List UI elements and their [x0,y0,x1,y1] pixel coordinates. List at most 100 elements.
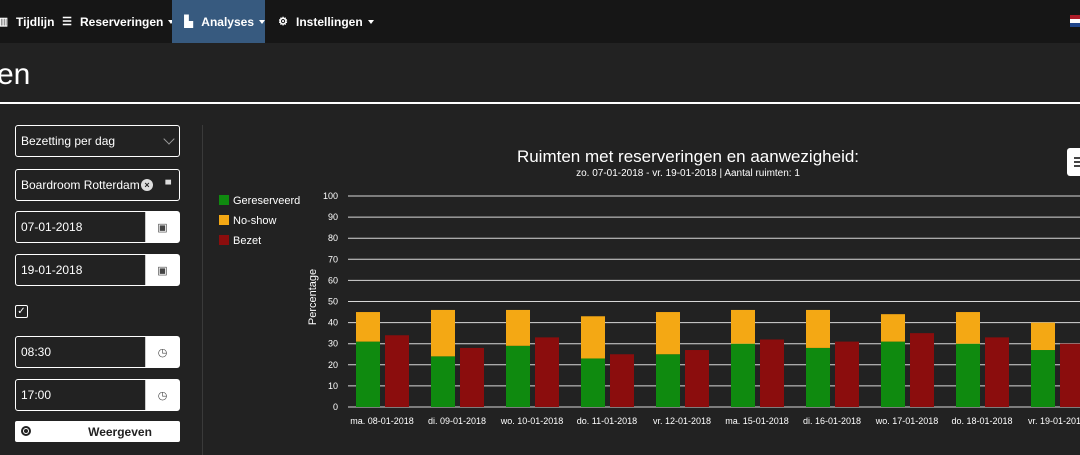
bar-bezet [910,333,934,407]
x-tick-label: vr. 12-01-2018 [653,416,711,426]
chart-subtitle: zo. 07-01-2018 - vr. 19-01-2018 | Aantal… [576,168,800,179]
bar-no-show [956,312,980,344]
y-tick-label: 60 [328,275,338,285]
dutch-flag-icon[interactable] [1070,15,1080,27]
title-divider [0,102,1080,104]
start-date-input[interactable]: 07-01-2018 ▣ [15,211,180,243]
start-date-value: 07-01-2018 [21,220,83,234]
chart-menu-button[interactable] [1067,148,1080,176]
bar-no-show [881,314,905,342]
y-tick-label: 10 [328,381,338,391]
bar-gereserveerd [956,343,980,407]
bar-no-show [656,312,680,355]
end-date-value: 19-01-2018 [21,263,83,277]
bar-gereserveerd [1031,350,1055,407]
legend-label: Bezet [233,235,261,247]
y-axis-label: Percentage [307,269,319,325]
report-type-value: Bezetting per dag [21,134,116,148]
bar-gereserveerd [656,354,680,407]
x-tick-label: ma. 08-01-2018 [350,416,414,426]
navbar: ▥ Tijdlijn ☰ Reserveringen ▙ Analyses ⚙ … [0,0,1080,43]
show-button[interactable]: Weergeven [15,421,180,442]
start-time-value: 08:30 [21,345,52,359]
bar-gereserveerd [506,345,530,407]
bar-bezet [535,337,559,407]
legend-label: Gereserveerd [233,195,300,207]
legend-label: No-show [233,215,276,227]
room-value: Boardroom Rotterdam [21,178,140,192]
nav-item-label: Instellingen [296,14,363,29]
bar-no-show [1031,322,1055,351]
report-type-select[interactable]: Bezetting per dag [15,125,180,157]
panel-divider [202,125,203,455]
nav-item-reserveringen[interactable]: ☰ Reserveringen [60,0,175,43]
bar-bezet [610,354,634,407]
x-tick-label: ma. 15-01-2018 [725,416,789,426]
bar-no-show [506,309,530,346]
bar-no-show [356,312,380,342]
calendar-icon[interactable]: ▣ [145,255,179,285]
legend-swatch [219,215,229,225]
dropdown-icon: ▀ [165,180,171,189]
eye-icon [21,426,31,436]
legend-swatch [219,195,229,205]
bar-gereserveerd [806,347,830,407]
bar-bezet [985,337,1009,407]
bar-chart-icon: ▙ [184,16,193,28]
room-select[interactable]: Boardroom Rotterdam × ▀ [15,169,180,201]
caret-down-icon [259,19,265,24]
legend-swatch [219,235,229,245]
y-tick-label: 50 [328,297,338,307]
bar-no-show [431,309,455,357]
bar-no-show [581,316,605,359]
y-tick-label: 80 [328,233,338,243]
nav-item-label: Reserveringen [80,14,164,29]
bar-bezet [760,339,784,407]
gear-icon: ⚙ [278,16,288,28]
x-tick-label: di. 09-01-2018 [428,416,486,426]
y-tick-label: 40 [328,318,338,328]
bar-bezet [685,350,709,407]
show-button-label: Weergeven [88,424,152,439]
bar-bezet [460,347,484,407]
time-filter-checkbox[interactable]: ✓ [15,305,28,318]
bar-bezet [835,341,859,407]
bar-gereserveerd [581,358,605,407]
bar-gereserveerd [356,341,380,407]
end-time-value: 17:00 [21,388,52,402]
end-time-input[interactable]: 17:00 ◷ [15,379,180,411]
chart-title: Ruimten met reserveringen en aanwezighei… [517,147,859,166]
calendar-icon[interactable]: ▣ [145,212,179,242]
bar-gereserveerd [431,356,455,407]
x-tick-label: vr. 19-01-2018 [1028,416,1080,426]
nav-item-tijdlijn[interactable]: ▥ Tijdlijn [0,0,54,43]
y-tick-label: 70 [328,254,338,264]
bar-no-show [731,309,755,344]
nav-item-instellingen[interactable]: ⚙ Instellingen [276,0,374,43]
y-tick-label: 30 [328,339,338,349]
bar-gereserveerd [731,343,755,407]
y-tick-label: 90 [328,212,338,222]
caret-down-icon [367,19,374,24]
x-tick-label: wo. 17-01-2018 [875,416,939,426]
y-tick-label: 20 [328,360,338,370]
clock-icon[interactable]: ◷ [145,337,179,367]
start-time-input[interactable]: 08:30 ◷ [15,336,180,368]
x-tick-label: do. 18-01-2018 [951,416,1012,426]
clock-icon[interactable]: ◷ [145,380,179,410]
nav-item-analyses[interactable]: ▙ Analyses [172,0,265,43]
bar-no-show [806,309,830,348]
bar-bezet [385,335,409,407]
end-date-input[interactable]: 19-01-2018 ▣ [15,254,180,286]
list-icon: ☰ [62,16,72,28]
y-tick-label: 100 [323,191,338,201]
clear-icon[interactable]: × [141,179,153,191]
timeline-icon: ▥ [0,16,9,28]
nav-item-label: Analyses [201,14,254,29]
bar-gereserveerd [881,341,905,407]
y-tick-label: 0 [333,402,338,412]
nav-item-label: Tijdlijn [16,14,55,29]
x-tick-label: do. 11-01-2018 [577,416,637,426]
caret-down-icon [168,19,175,24]
